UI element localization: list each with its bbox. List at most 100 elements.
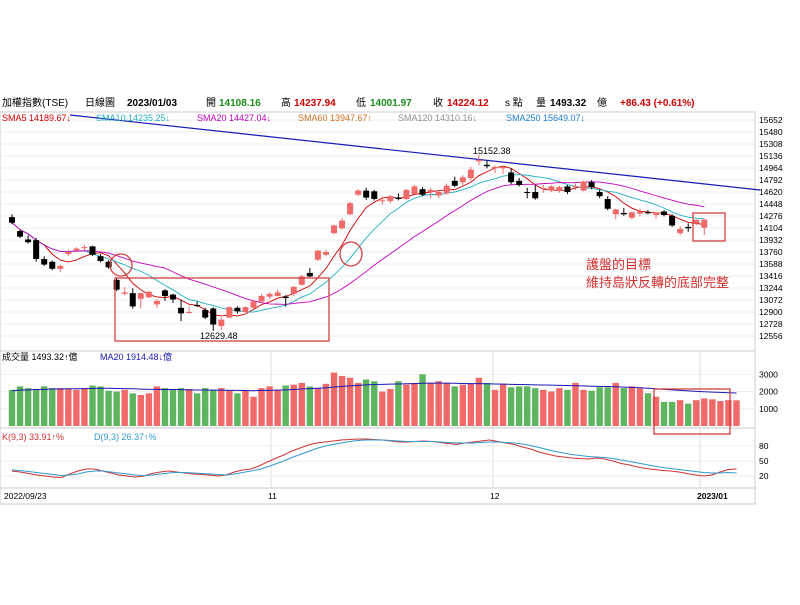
volume-bar	[193, 393, 201, 426]
candle-body	[194, 305, 201, 307]
candle	[685, 223, 692, 232]
volume-bar	[435, 381, 442, 426]
low-label: 低	[356, 96, 366, 109]
volume-bar	[540, 389, 547, 426]
candle	[113, 278, 120, 292]
volume-bar	[210, 389, 217, 426]
x-tick-label: 2023/01	[697, 491, 728, 501]
volume-bar	[129, 393, 136, 426]
volume-bar	[652, 396, 660, 426]
candle-body	[467, 169, 474, 179]
candle-body	[145, 291, 152, 298]
candle	[57, 264, 64, 273]
candle-body	[403, 189, 410, 199]
candle-body	[25, 239, 32, 243]
volume-bar	[24, 388, 32, 426]
volume-bar	[660, 401, 668, 426]
volume-bar	[202, 388, 209, 426]
sma20-line	[11, 181, 705, 305]
price-tick-label: 15480	[759, 127, 783, 137]
candle-body	[363, 190, 370, 198]
candle	[331, 224, 337, 235]
volume-bar	[612, 382, 619, 426]
candle	[475, 154, 482, 166]
kd-panel	[0, 427, 756, 489]
volume-bar	[282, 385, 289, 426]
candle-body	[701, 219, 708, 228]
k-legend: K(9,3) 33.91↑%	[2, 432, 64, 442]
candle	[266, 292, 273, 299]
sma10-line	[11, 174, 705, 313]
volume-bar	[685, 403, 692, 426]
candle-body	[306, 272, 313, 277]
candle	[73, 247, 80, 252]
candle-body	[186, 312, 193, 313]
price-tick-label: 12556	[759, 331, 783, 341]
candle-body	[57, 265, 64, 269]
volume-bar	[524, 386, 531, 426]
candle	[596, 189, 603, 199]
candle	[234, 306, 241, 314]
volume-unit: 億	[597, 96, 607, 109]
candle-body	[508, 172, 515, 183]
candle-body	[387, 196, 394, 202]
volume-bar	[596, 387, 603, 426]
volume-bar	[371, 381, 378, 426]
price-tick-label: 13932	[759, 235, 783, 245]
volume-bar	[564, 389, 571, 426]
volume-bar	[419, 374, 426, 426]
candle-body	[347, 203, 354, 215]
candle-body	[435, 192, 442, 196]
candle	[548, 185, 555, 192]
candle-body	[266, 293, 273, 297]
candle	[508, 168, 515, 185]
volume-bar	[250, 396, 257, 426]
volume-bar	[81, 388, 88, 426]
candle	[137, 292, 144, 309]
candle-body	[564, 186, 571, 192]
kd-tick-label: 80	[759, 441, 769, 451]
candle-body	[411, 186, 418, 195]
candle-body	[137, 293, 144, 299]
volume-bar	[499, 383, 507, 426]
candle-body	[628, 212, 635, 218]
candle-body	[210, 308, 217, 325]
volume-bar	[363, 379, 370, 426]
period-label: 日線圖	[85, 96, 115, 109]
volume-bar	[121, 389, 128, 426]
volume-bar	[427, 382, 434, 426]
volume-bars	[8, 372, 740, 426]
volume-bar	[258, 388, 265, 426]
candle	[105, 260, 112, 269]
candle	[644, 210, 651, 215]
candle	[226, 306, 233, 319]
bottom-box	[114, 277, 330, 342]
candle	[669, 214, 676, 227]
candle	[25, 235, 32, 244]
candle	[379, 196, 386, 205]
candle	[661, 210, 668, 217]
price-tick-label: 12728	[759, 319, 783, 329]
candle-body	[242, 307, 249, 312]
candle	[516, 178, 523, 187]
candle	[524, 187, 531, 199]
candle-body	[572, 186, 579, 188]
volume-bar	[266, 386, 273, 426]
price-tick-label: 13072	[759, 295, 783, 305]
volume-bar	[467, 383, 475, 426]
volume-box	[653, 388, 731, 435]
volume-bar	[234, 393, 241, 426]
candle-body	[290, 286, 297, 294]
high-label: 高	[281, 96, 291, 109]
candle-body	[653, 213, 659, 216]
candle	[186, 306, 193, 315]
candle-body	[258, 295, 265, 302]
low-annotation: 12629.48	[200, 331, 238, 341]
price-tick-label: 14620	[759, 187, 783, 197]
volume-tick-label: 2000	[759, 387, 778, 397]
candle	[282, 295, 289, 307]
candle-body	[483, 164, 490, 167]
candle-body	[427, 189, 434, 192]
